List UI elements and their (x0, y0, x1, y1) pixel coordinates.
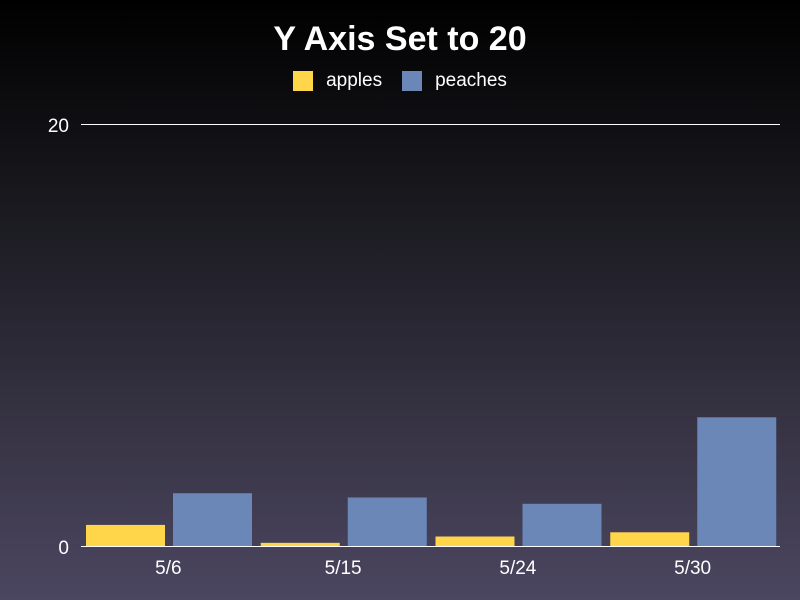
bar-apples-1 (260, 542, 340, 546)
bar-peaches-1 (347, 497, 427, 546)
bar-apples-3 (610, 532, 690, 546)
legend-swatch-peaches (402, 71, 423, 91)
x-labels-layer: 5/6 5/15 5/24 5/30 (155, 558, 711, 579)
axis-layer: 20 0 (48, 116, 780, 559)
chart-title: Y Axis Set to 20 (273, 20, 527, 58)
legend-label-apples: apples (326, 70, 383, 91)
legend-swatch-apples (293, 71, 314, 91)
x-tick-label: 5/24 (499, 558, 536, 579)
bar-peaches-3 (697, 417, 777, 546)
bar-apples-2 (435, 536, 515, 546)
legend-label-peaches: peaches (435, 70, 507, 91)
x-tick-label: 5/15 (325, 558, 362, 579)
bar-peaches-0 (173, 493, 252, 546)
x-tick-label: 5/6 (155, 558, 181, 579)
bar-apples-0 (86, 524, 165, 546)
legend: apples peaches (0, 70, 800, 92)
bars-layer (86, 417, 777, 546)
legend-item-apples: apples (293, 70, 382, 92)
y-tick-label-zero: 0 (58, 538, 69, 559)
legend-item-peaches: peaches (402, 70, 507, 92)
y-tick-label-max: 20 (48, 116, 69, 137)
x-tick-label: 5/30 (674, 558, 711, 579)
bar-peaches-2 (522, 503, 602, 546)
